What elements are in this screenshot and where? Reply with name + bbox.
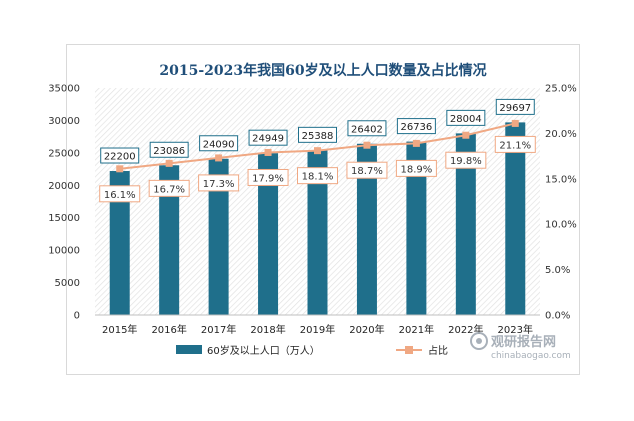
bar-data-label: 29697	[499, 103, 531, 114]
line-marker	[314, 147, 321, 155]
watermark-url: chinabaogao.com	[491, 351, 571, 361]
y-tick-label: 10000	[48, 246, 80, 257]
x-tick-label: 2021年	[399, 323, 434, 336]
bar-data-label: 24090	[203, 139, 235, 150]
x-tick-label: 2022年	[448, 323, 483, 336]
bar-series	[109, 122, 526, 316]
y2-tick-label: 0.0%	[545, 311, 570, 322]
y-axis-right: 0.0% 5.0% 10.0% 15.0% 20.0% 25.0%	[545, 84, 577, 322]
bar-label-box	[347, 120, 387, 137]
bar-label-box	[298, 126, 337, 143]
bar-label-box	[149, 141, 189, 158]
y2-tick-label: 15.0%	[545, 174, 577, 185]
line-data-labels: 16.1% 16.7% 17.3% 17.9% 18.1% 18.7% 18.9% 19.8%…	[99, 135, 536, 203]
bar-label-box	[199, 135, 239, 152]
pct-data-label: 19.8%	[450, 156, 482, 167]
pct-data-label: 16.7%	[153, 184, 185, 195]
bar-label-box	[100, 147, 140, 164]
bar-data-label: 26736	[400, 122, 432, 133]
bar-data-label: 25388	[302, 131, 334, 142]
line-marker	[412, 139, 420, 147]
bar-label-box	[446, 109, 486, 126]
bar	[505, 122, 526, 316]
y2-tick-label: 20.0%	[545, 129, 577, 140]
bar-data-label: 23086	[153, 146, 185, 157]
pct-data-label: 21.1%	[499, 140, 531, 151]
watermark-brand: 观研报告网	[491, 334, 556, 350]
watermark: 观研报告网 chinabaogao.com	[470, 332, 571, 361]
pct-data-label: 18.9%	[400, 164, 432, 175]
x-axis: 2015年 2016年 2017年 2018年 2019年 2020年 2021年 2022年…	[102, 323, 533, 336]
x-tick-label: 2017年	[201, 323, 236, 336]
pct-data-label: 16.1%	[104, 190, 136, 201]
watermark-logo-icon	[470, 332, 488, 350]
pct-label-box	[494, 135, 536, 153]
y2-tick-label: 25.0%	[545, 84, 577, 95]
pct-data-label: 17.9%	[252, 173, 284, 184]
legend-swatch-bar	[176, 345, 202, 354]
bar-data-label: 28004	[450, 114, 482, 125]
line-marker	[511, 119, 519, 127]
pct-label-box	[99, 185, 141, 203]
x-tick-label: 2018年	[250, 323, 285, 336]
x-tick-label: 2019年	[300, 323, 335, 336]
y-tick-label: 5000	[55, 278, 80, 289]
pct-data-label: 18.1%	[302, 172, 334, 183]
x-tick-label: 2015年	[102, 323, 137, 336]
pct-label-box	[445, 151, 487, 169]
y2-tick-label: 5.0%	[545, 265, 570, 276]
pct-label-box	[346, 161, 388, 179]
y-axis-left: 0 5000 10000 15000 20000 25000 30000 35000	[48, 84, 80, 322]
pct-label-box	[247, 168, 289, 186]
bar	[208, 158, 229, 315]
bar	[258, 153, 279, 315]
line-marker	[363, 141, 371, 149]
pct-label-box	[395, 159, 437, 177]
y-tick-label: 15000	[48, 213, 80, 224]
y-tick-label: 25000	[48, 148, 80, 159]
line-marker	[462, 131, 470, 139]
legend-label-bar: 60岁及以上人口（万人）	[207, 344, 320, 357]
legend: 60岁及以上人口（万人） 占比	[176, 344, 448, 357]
bar-label-box	[495, 98, 535, 115]
line-series	[116, 119, 519, 173]
line-marker	[165, 159, 173, 167]
line-marker	[264, 148, 272, 156]
pct-data-label: 17.3%	[203, 179, 235, 190]
bar-data-labels: 22200 23086 24090 24949 25388 26402 26736 28004…	[100, 98, 535, 164]
y2-tick-label: 10.0%	[545, 220, 577, 231]
y-tick-label: 20000	[48, 181, 80, 192]
pct-label-box	[148, 179, 190, 197]
x-tick-label: 2016年	[151, 323, 186, 336]
x-tick-label: 2020年	[349, 323, 384, 336]
y-tick-label: 0	[74, 311, 80, 322]
bar	[109, 171, 130, 315]
bar	[455, 133, 476, 315]
bar	[406, 141, 427, 315]
pct-data-label: 18.7%	[351, 166, 383, 177]
legend-label-line: 占比	[428, 344, 448, 357]
watermark-logo-dot	[476, 338, 482, 344]
bar-data-label: 24949	[252, 134, 284, 145]
bar-data-label: 22200	[104, 152, 136, 163]
pct-label-box	[198, 174, 240, 192]
line-marker	[116, 165, 124, 173]
bar	[159, 165, 180, 315]
y-tick-label: 30000	[48, 116, 80, 127]
bar-data-label: 26402	[351, 124, 383, 135]
x-tick-label: 2023年	[498, 323, 533, 336]
bar-label-box	[248, 129, 288, 146]
chart-title: 2015-2023年我国60岁及以上人口数量及占比情况	[159, 62, 486, 79]
bar	[356, 143, 377, 315]
legend-swatch-marker	[405, 346, 413, 354]
bar	[307, 150, 328, 315]
bar-label-box	[396, 118, 436, 135]
line-marker	[215, 154, 223, 162]
y-tick-label: 35000	[48, 84, 80, 95]
pct-label-box	[297, 167, 338, 185]
